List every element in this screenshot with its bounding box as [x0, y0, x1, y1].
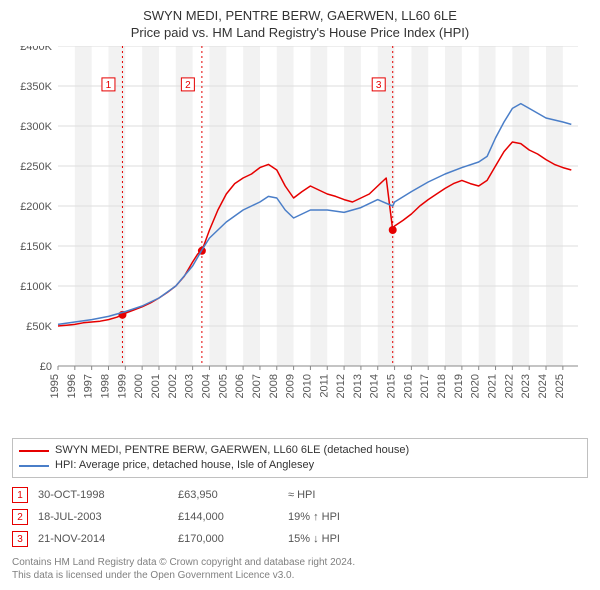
marker-delta: 15% ↓ HPI [288, 533, 340, 545]
marker-price: £63,950 [178, 489, 278, 501]
svg-text:1998: 1998 [99, 374, 111, 398]
legend-swatch [19, 450, 49, 452]
svg-text:2011: 2011 [318, 374, 330, 398]
legend-label: SWYN MEDI, PENTRE BERW, GAERWEN, LL60 6L… [55, 443, 409, 458]
svg-text:2016: 2016 [402, 374, 414, 398]
svg-text:2017: 2017 [419, 374, 431, 398]
svg-text:2: 2 [185, 80, 191, 91]
svg-text:2006: 2006 [234, 374, 246, 398]
svg-text:1997: 1997 [83, 374, 95, 398]
svg-text:2012: 2012 [335, 374, 347, 398]
line-chart: £0 £50K £100K £150K £200K £250K £300K £350K £400… [12, 46, 588, 406]
svg-text:2005: 2005 [217, 374, 229, 398]
svg-text:£300K: £300K [20, 121, 52, 133]
svg-text:£50K: £50K [26, 321, 52, 333]
chart-titles: SWYN MEDI, PENTRE BERW, GAERWEN, LL60 6L… [12, 8, 588, 46]
marker-date: 30-OCT-1998 [38, 489, 168, 501]
svg-text:2002: 2002 [167, 374, 179, 398]
svg-text:1: 1 [106, 80, 112, 91]
marker-date: 21-NOV-2014 [38, 533, 168, 545]
marker-delta: 19% ↑ HPI [288, 511, 340, 523]
svg-text:2000: 2000 [133, 374, 145, 398]
svg-text:1996: 1996 [66, 374, 78, 398]
marker-number-box: 3 [12, 531, 28, 547]
marker-date: 18-JUL-2003 [38, 511, 168, 523]
svg-text:2010: 2010 [301, 374, 313, 398]
svg-text:2013: 2013 [352, 374, 364, 398]
svg-text:1995: 1995 [49, 374, 61, 398]
chart-plot-area: £0 £50K £100K £150K £200K £250K £300K £350K £400… [12, 46, 588, 432]
svg-text:2014: 2014 [369, 374, 381, 398]
svg-text:2023: 2023 [520, 374, 532, 398]
svg-text:2003: 2003 [184, 374, 196, 398]
marker-price: £144,000 [178, 511, 278, 523]
chart-footer: Contains HM Land Registry data © Crown c… [12, 556, 588, 582]
svg-text:3: 3 [376, 80, 382, 91]
chart-title-line2: Price paid vs. HM Land Registry's House … [12, 25, 588, 40]
svg-text:1999: 1999 [116, 374, 128, 398]
svg-text:£250K: £250K [20, 161, 52, 173]
svg-text:2008: 2008 [268, 374, 280, 398]
marker-table: 1 30-OCT-1998 £63,950 ≈ HPI 2 18-JUL-2003 £144… [12, 484, 588, 550]
svg-text:2018: 2018 [436, 374, 448, 398]
chart-title-line1: SWYN MEDI, PENTRE BERW, GAERWEN, LL60 6L… [12, 8, 588, 23]
marker-row: 1 30-OCT-1998 £63,950 ≈ HPI [12, 484, 588, 506]
legend-swatch [19, 465, 49, 467]
svg-text:2020: 2020 [470, 374, 482, 398]
marker-number-box: 1 [12, 487, 28, 503]
footer-line1: Contains HM Land Registry data © Crown c… [12, 556, 588, 569]
svg-text:2015: 2015 [386, 374, 398, 398]
svg-text:2025: 2025 [554, 374, 566, 398]
svg-text:£100K: £100K [20, 281, 52, 293]
svg-text:2021: 2021 [487, 374, 499, 398]
chart-legend: SWYN MEDI, PENTRE BERW, GAERWEN, LL60 6L… [12, 438, 588, 478]
marker-row: 3 21-NOV-2014 £170,000 15% ↓ HPI [12, 528, 588, 550]
svg-text:2024: 2024 [537, 374, 549, 398]
svg-text:2004: 2004 [200, 374, 212, 398]
marker-delta: ≈ HPI [288, 489, 315, 501]
svg-text:£200K: £200K [20, 201, 52, 213]
svg-text:£0: £0 [40, 361, 52, 373]
svg-text:£350K: £350K [20, 81, 52, 93]
legend-item: SWYN MEDI, PENTRE BERW, GAERWEN, LL60 6L… [19, 443, 581, 458]
marker-price: £170,000 [178, 533, 278, 545]
marker-number-box: 2 [12, 509, 28, 525]
svg-text:£400K: £400K [20, 46, 52, 53]
legend-label: HPI: Average price, detached house, Isle… [55, 458, 314, 473]
svg-text:2022: 2022 [503, 374, 515, 398]
footer-line2: This data is licensed under the Open Gov… [12, 569, 588, 582]
svg-text:2001: 2001 [150, 374, 162, 398]
svg-text:2009: 2009 [285, 374, 297, 398]
svg-text:2007: 2007 [251, 374, 263, 398]
svg-text:£150K: £150K [20, 241, 52, 253]
legend-item: HPI: Average price, detached house, Isle… [19, 458, 581, 473]
svg-text:2019: 2019 [453, 374, 465, 398]
marker-row: 2 18-JUL-2003 £144,000 19% ↑ HPI [12, 506, 588, 528]
